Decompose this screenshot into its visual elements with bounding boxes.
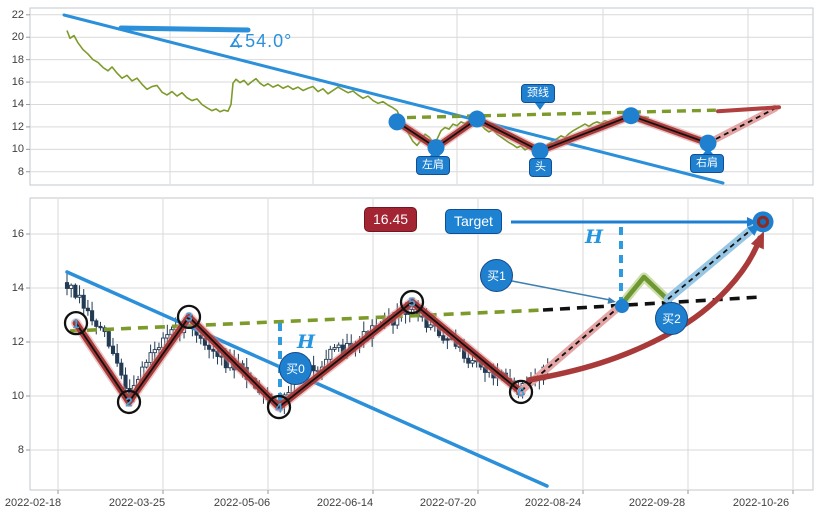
x-axis-label: 2022-09-28 <box>628 497 686 509</box>
neckline-extension-dashed <box>542 295 762 312</box>
x-axis-label: 2022-06-14 <box>316 497 374 509</box>
buy1-marker[interactable]: 买1 <box>480 259 513 292</box>
top-neckline-dashed <box>391 108 720 120</box>
right-shoulder-badge-pointer <box>703 148 713 154</box>
daily-chart-panel[interactable] <box>29 197 814 491</box>
pattern-point-dot <box>699 134 717 152</box>
wave-zigzag-core <box>75 301 522 408</box>
bottom-neckline-dashed <box>69 308 544 333</box>
wave-number-text: 1 <box>72 316 79 331</box>
wave-number-text: 3 <box>185 310 192 325</box>
x-axis-label: 2022-07-20 <box>419 497 477 509</box>
target-arrowhead <box>747 217 757 227</box>
bottom-y-axis-label: 12 <box>11 336 24 348</box>
target-point-bullseye <box>756 215 770 228</box>
top-y-axis-label: 18 <box>11 53 24 66</box>
x-axis-label: 2022-08-24 <box>524 497 582 509</box>
wave-number-text: 2 <box>125 395 132 410</box>
top-y-axis-label: 14 <box>11 98 24 111</box>
buy1-arrowhead <box>607 297 616 304</box>
recent-red-line <box>716 105 781 114</box>
neckline-breakout-dot <box>615 299 629 314</box>
pattern-point-dot <box>388 113 406 131</box>
top-y-axis-label: 10 <box>11 143 24 156</box>
angle-label: ∡54.0° <box>228 31 293 51</box>
green-zigzag <box>618 274 669 308</box>
buy1-arrow-line <box>511 280 611 301</box>
left-shoulder-badge-pointer <box>430 150 440 156</box>
wave-number-circle <box>508 379 534 405</box>
blue-band-dashes <box>667 228 753 300</box>
x-axis-label: 2022-02-18 <box>4 497 62 509</box>
pattern-point-dot <box>622 107 640 125</box>
buy0-marker[interactable]: 买0 <box>279 352 312 385</box>
top-y-axis-label: 20 <box>11 31 24 44</box>
height-label-1: H <box>297 331 315 353</box>
red-curve-arrowhead <box>750 231 764 250</box>
x-axis-label: 2022-10-26 <box>732 497 790 509</box>
head-badge[interactable]: 头 <box>529 158 552 177</box>
bottom-y-axis-label: 16 <box>11 228 24 240</box>
neckline-badge-pointer <box>535 103 545 110</box>
height-label-2: H <box>585 226 603 248</box>
wave-number-circle <box>399 289 425 315</box>
bottom-y-axis-label: 8 <box>17 444 24 456</box>
right-shoulder-badge[interactable]: 右肩 <box>690 154 724 173</box>
wave-number-text: 6 <box>517 385 524 400</box>
wave-number-circle <box>266 394 292 420</box>
x-axis-label: 2022-05-06 <box>213 497 271 509</box>
wave-number-text: 4 <box>275 400 283 415</box>
pattern-point-dot <box>468 110 486 128</box>
top-y-axis-label: 12 <box>11 120 24 133</box>
top-projection-dashes <box>707 107 776 144</box>
target-badge[interactable]: Target <box>445 209 502 234</box>
x-axis-label: 2022-03-25 <box>108 497 166 509</box>
bottom-y-axis-label: 14 <box>11 282 24 294</box>
top-y-axis-label: 8 <box>17 165 24 178</box>
left-shoulder-badge[interactable]: 左肩 <box>416 156 450 175</box>
wave-number-circle <box>176 304 202 330</box>
bottom-y-axis-label: 10 <box>11 390 24 402</box>
price-line-series <box>66 30 650 152</box>
wave-number-circle <box>63 310 89 336</box>
angle-reference-bar <box>118 25 251 33</box>
buy2-marker[interactable]: 买2 <box>655 302 688 335</box>
top-y-axis-label: 16 <box>11 76 24 89</box>
head-badge-pointer <box>535 152 545 158</box>
wave-number-circle <box>116 389 142 415</box>
top-y-axis-label: 22 <box>11 8 24 21</box>
wave-number-text: 5 <box>408 295 415 310</box>
target-price-badge[interactable]: 16.45 <box>364 207 418 232</box>
top-trendline <box>62 13 725 185</box>
neckline-badge[interactable]: 颈线 <box>521 84 555 103</box>
